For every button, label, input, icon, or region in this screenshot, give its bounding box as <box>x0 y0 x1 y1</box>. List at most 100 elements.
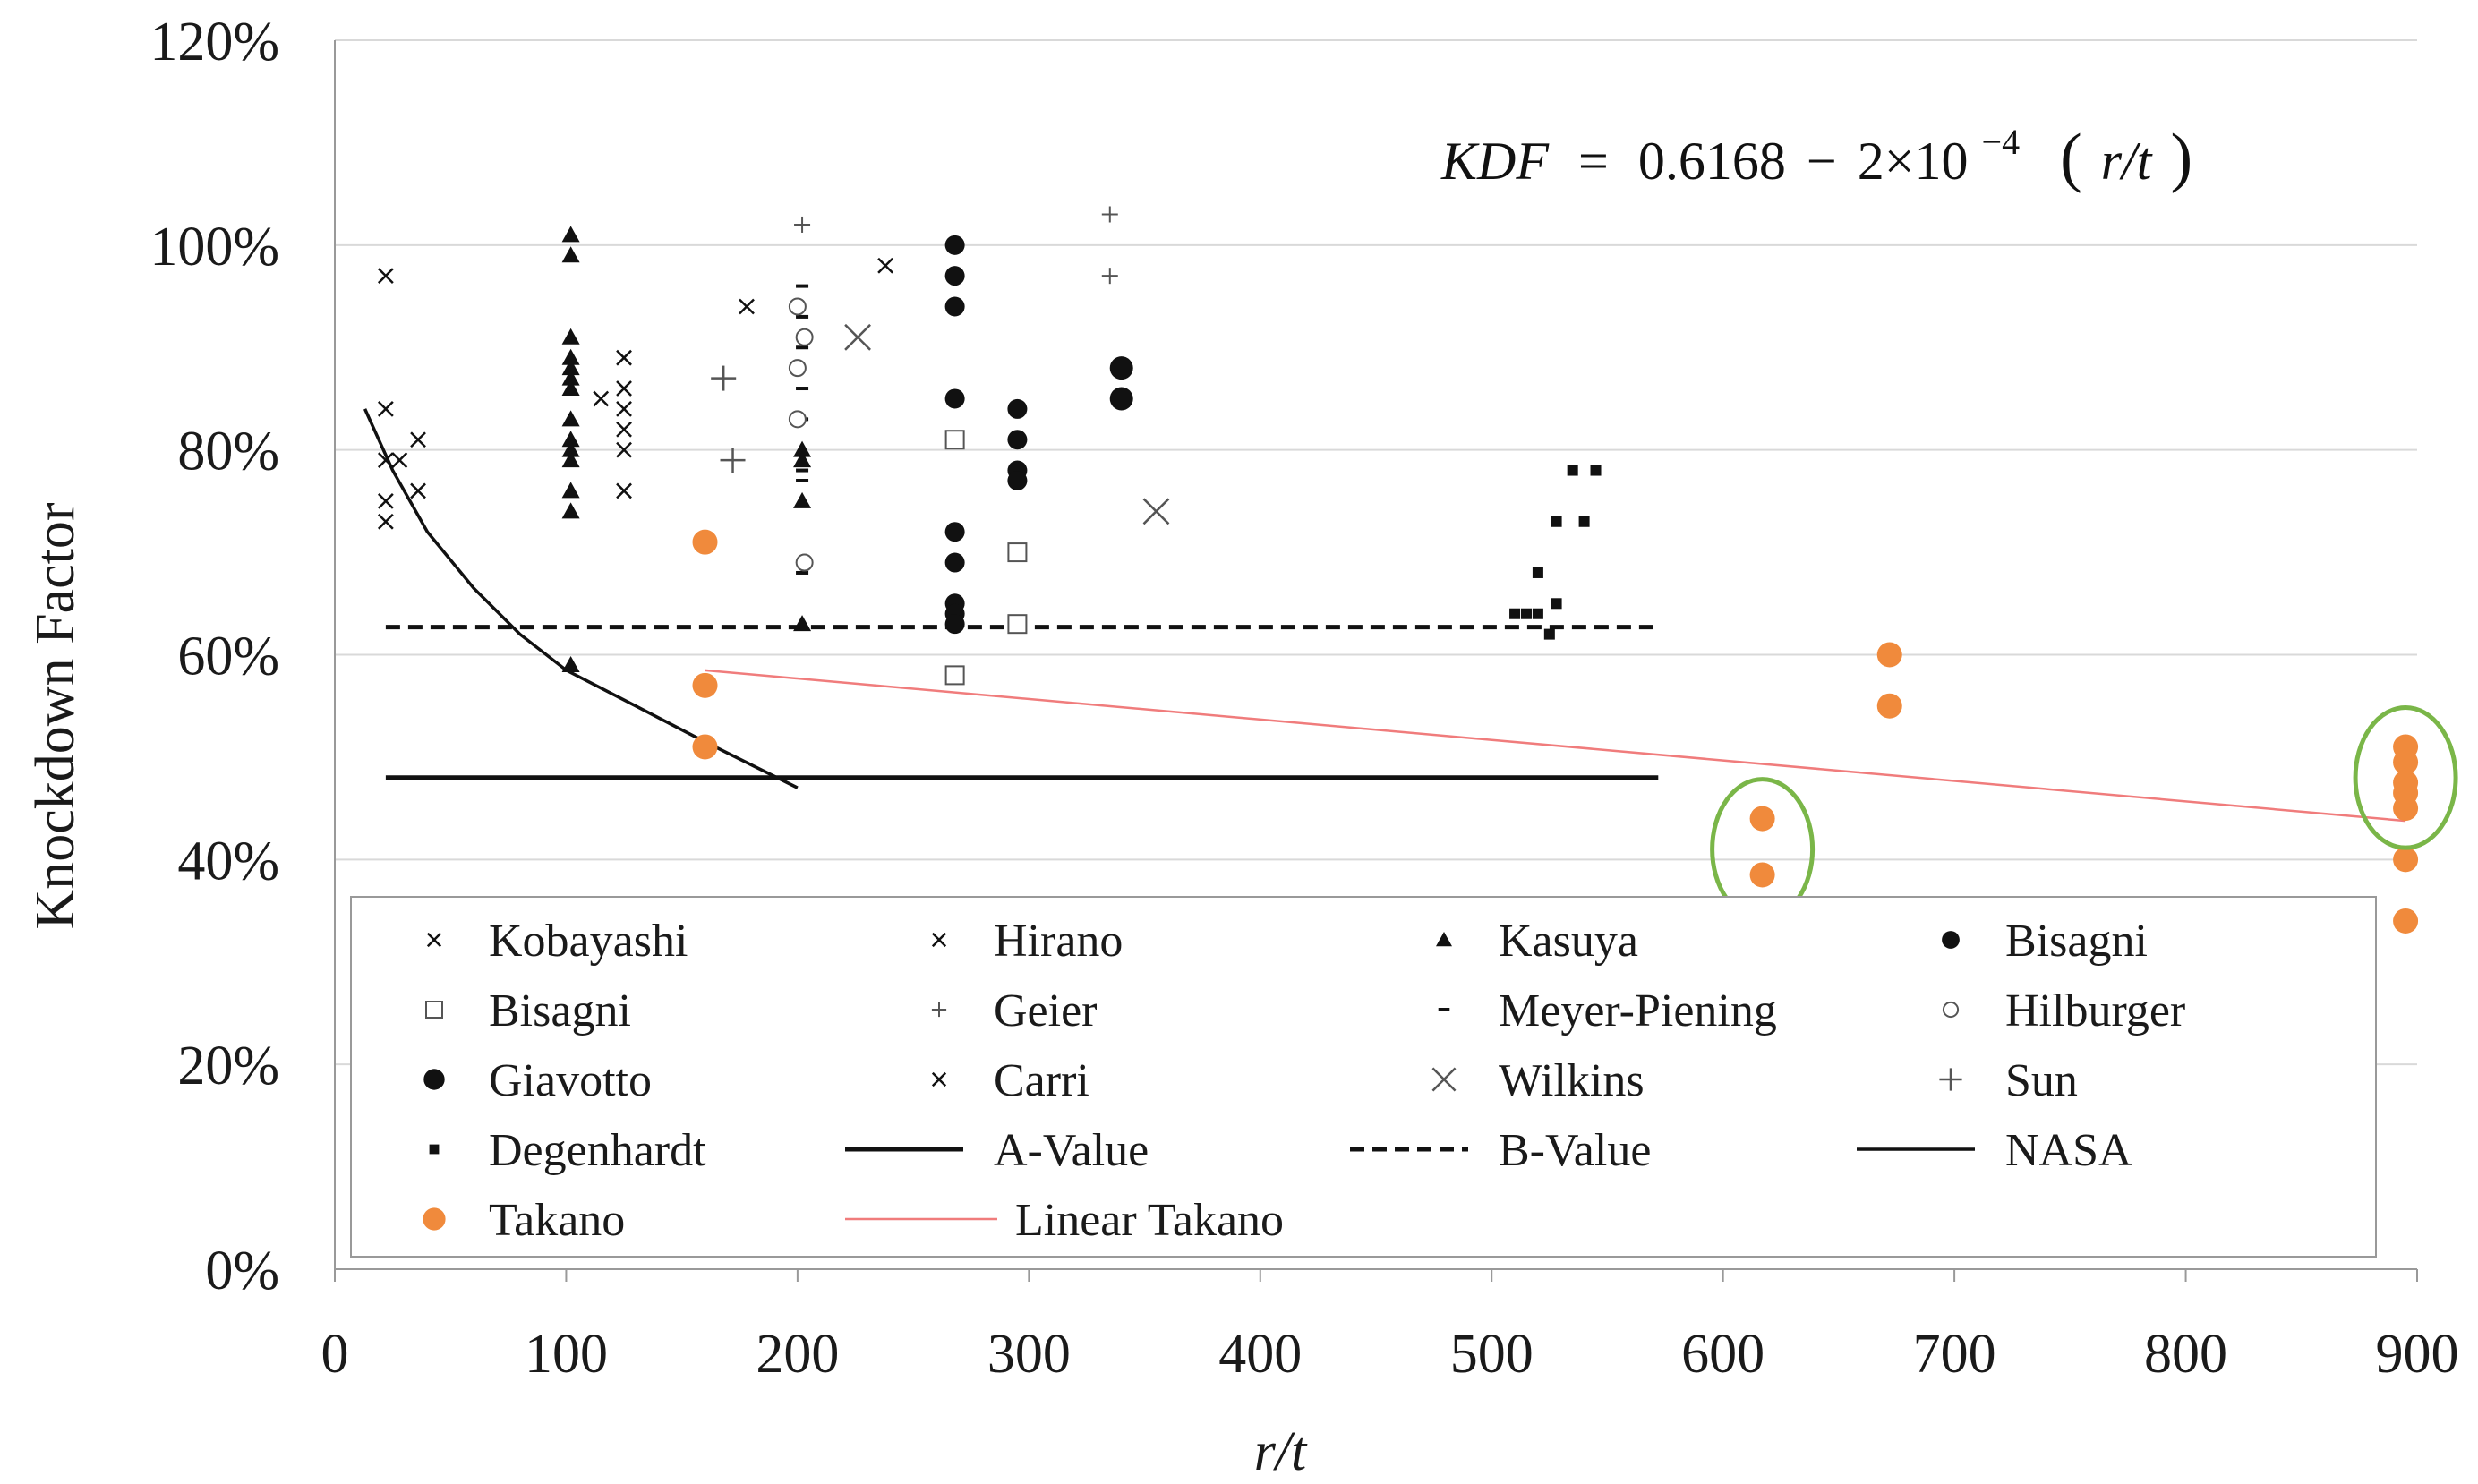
geier-point <box>794 216 811 233</box>
wilkins-point <box>844 323 871 351</box>
wilkins-point <box>1142 498 1170 525</box>
x-stroke <box>377 401 394 417</box>
bisagni-point <box>944 430 965 450</box>
formula-coef: 2×10 <box>1858 132 1969 191</box>
kasuya-point <box>793 615 812 632</box>
degenhardt-point <box>1567 465 1578 476</box>
bisagni-point <box>944 296 965 317</box>
takano-point <box>1876 642 1902 668</box>
highlight-circle <box>2353 704 2458 850</box>
kobayashi-point <box>377 401 394 417</box>
legend-swatch-wilkins <box>1431 1067 1457 1092</box>
takano-point <box>2393 847 2419 873</box>
formula-exponent: −4 <box>1982 122 2021 162</box>
x-tick-label: 800 <box>2144 1324 2227 1385</box>
x-stroke <box>616 421 632 438</box>
x-stroke <box>877 257 893 274</box>
kasuya-point <box>561 410 580 427</box>
legend-swatch-carri <box>931 1071 947 1087</box>
hirano-point <box>616 421 632 438</box>
formula-minus: − <box>1807 132 1837 191</box>
legend-label-hirano: Hirano <box>994 916 1123 967</box>
x-tick-label: 200 <box>756 1324 839 1385</box>
linear-takano-line <box>705 669 2406 823</box>
takano-point <box>2393 796 2419 822</box>
legend-label-geier: Geier <box>994 985 1097 1036</box>
hirano-point <box>616 380 632 397</box>
kobayashi-point <box>377 452 394 468</box>
y-tick-label: 100% <box>150 217 279 277</box>
legend-label-nasa: NASA <box>2005 1125 2132 1176</box>
legend-label-wilkins: Wilkins <box>1499 1055 1645 1106</box>
geier-point <box>1101 206 1118 223</box>
takano-point <box>2393 908 2419 934</box>
x-stroke <box>391 452 408 468</box>
legend-label-hilburger: Hilburger <box>2005 985 2185 1036</box>
takano-point <box>692 672 718 698</box>
x-stroke <box>377 452 394 468</box>
kasuya-point <box>793 440 812 457</box>
hilburger-point <box>788 359 807 378</box>
legend-swatch-hirano <box>931 932 947 948</box>
legend-label-sun: Sun <box>2005 1055 2078 1106</box>
hirano-point <box>616 482 632 499</box>
formula-rt: r/t <box>2101 132 2153 191</box>
geier-point <box>1101 268 1118 285</box>
nasa-line <box>363 408 799 789</box>
bisagni-point <box>1007 430 1028 450</box>
x-tick-label: 600 <box>1681 1324 1765 1385</box>
y-tick-label: 80% <box>177 422 279 482</box>
takano-point <box>2393 749 2419 775</box>
kasuya-point <box>793 491 812 508</box>
kasuya-point <box>561 655 580 672</box>
x-stroke <box>739 298 755 315</box>
x-stroke <box>616 401 632 417</box>
y-tick-label: 0% <box>205 1241 279 1301</box>
x-stroke <box>410 482 426 499</box>
hilburger-point <box>795 553 814 572</box>
formula-paren-open: ( <box>2060 121 2082 194</box>
x-stroke <box>377 492 394 509</box>
degenhardt-point <box>1543 628 1555 640</box>
kasuya-point <box>561 451 580 468</box>
kasuya-point <box>561 502 580 519</box>
legend-label-meyer-piening: Meyer-Piening <box>1499 985 1777 1036</box>
kobayashi-point <box>377 492 394 509</box>
legend-label-carri: Carri <box>994 1055 1089 1106</box>
kasuya-point <box>561 369 580 386</box>
legend-label-a-value: A-Value <box>994 1125 1149 1176</box>
x-stroke <box>616 380 632 397</box>
legend-label-takano: Takano <box>489 1195 625 1246</box>
x-axis-title: r/t <box>1254 1421 1308 1482</box>
x-stroke <box>616 349 632 366</box>
kobayashi-point <box>410 431 426 448</box>
formula-eq: = <box>1578 132 1609 191</box>
carri-point <box>739 298 755 315</box>
x-stroke <box>426 932 442 948</box>
degenhardt-point <box>1532 567 1543 578</box>
legend-label-giavotto: Giavotto <box>489 1055 652 1106</box>
x-stroke <box>1431 1067 1457 1092</box>
degenhardt-point <box>1578 516 1590 527</box>
legend-label-degenhardt: Degenhardt <box>489 1125 706 1176</box>
sun-point <box>711 365 737 391</box>
kobayashi-point <box>377 268 394 285</box>
y-tick-label: 120% <box>150 12 279 72</box>
kasuya-point <box>561 482 580 499</box>
legend-swatch-giavotto <box>423 1069 445 1090</box>
bisagni-point <box>944 266 965 286</box>
x-tick-label: 300 <box>987 1324 1071 1385</box>
kasuya-point <box>561 246 580 263</box>
kasuya-point <box>561 226 580 243</box>
formula-lhs: KDF <box>1440 132 1550 191</box>
hilburger-point <box>795 328 814 346</box>
bisagni-point <box>1007 470 1028 490</box>
bisagni-point <box>1007 542 1028 563</box>
giavotto-point <box>1109 387 1133 411</box>
y-axis-title: Knockdown Factor <box>25 502 86 929</box>
legend-label-linear-takano: Linear Takano <box>1015 1195 1284 1246</box>
x-tick-label: 100 <box>525 1324 608 1385</box>
hirano-point <box>593 390 610 407</box>
kasuya-point <box>561 348 580 365</box>
